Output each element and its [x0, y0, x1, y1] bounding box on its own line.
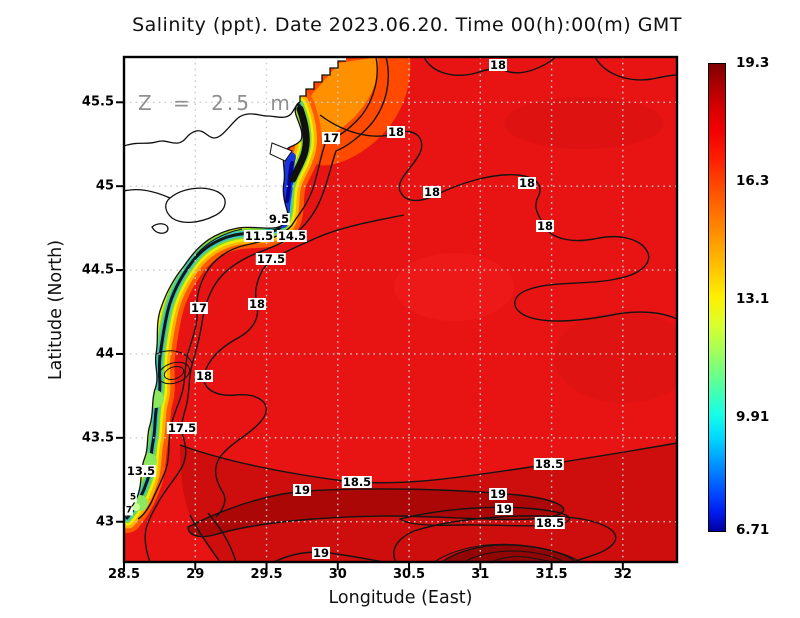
x-tick-label: 28.5	[107, 567, 141, 582]
contour-label: 19	[488, 487, 508, 501]
y-tick-label: 45	[95, 178, 114, 194]
coastline	[123, 60, 346, 519]
x-tick-label: 31.5	[535, 567, 568, 582]
y-axis-title: Latitude (North)	[46, 239, 66, 381]
contour-label: 18	[488, 58, 508, 72]
sea-surface	[124, 57, 677, 562]
contour-label: 19	[292, 483, 312, 497]
y-axis-tick-labels: 43 43.5 44 44.5 45 45.5	[70, 57, 114, 562]
x-axis-title: Longitude (East)	[328, 588, 473, 608]
contour-label: 17.5	[166, 421, 198, 435]
contour-label: 18	[517, 176, 537, 190]
contour-label: 7	[124, 505, 134, 516]
contour-label: 13.5	[125, 464, 157, 478]
contour-label: 11.5	[243, 229, 275, 243]
y-tick-label: 44.5	[81, 262, 114, 278]
coast-notch	[269, 142, 293, 162]
x-tick-label: 31	[471, 567, 490, 582]
contour-label: 18	[535, 219, 555, 233]
contour-label: 9.5	[267, 212, 291, 226]
contour-label: 18.5	[533, 457, 565, 471]
colorbar	[708, 63, 726, 532]
contour-label: 18	[194, 369, 214, 383]
plot-frame	[122, 55, 679, 564]
x-tick-label: 29	[186, 567, 205, 582]
contour-label: 17	[321, 131, 341, 145]
y-tick-label: 43.5	[81, 430, 114, 446]
contour-label: 18	[386, 125, 406, 139]
contour-label: 5	[128, 492, 138, 503]
contour-label-layer: 17 18 18 18 18 18 9.5 11.5 14.5 17.5 17 18 18 17.5 13.…	[124, 57, 677, 562]
x-tick-label: 30	[328, 567, 347, 582]
colorbar-tick-label: 6.71	[736, 522, 770, 538]
contour-label: 18	[422, 185, 442, 199]
x-axis-tick-labels: 28.5 29 29.5 30 30.5 31 31.5 32	[108, 567, 677, 585]
page-title: Salinity (ppt). Date 2023.06.20. Time 00…	[132, 14, 682, 36]
map-area: Z = 2.5 m 17 18 18 18 18 18 9.5 11.5 14.5 17.5 17 1…	[116, 55, 679, 570]
contour-label: 14.5	[276, 229, 308, 243]
colorbar-tick-label: 16.3	[736, 173, 770, 190]
contour-label: 17.5	[255, 252, 287, 266]
x-tick-label: 29.5	[250, 567, 283, 582]
contour-label: 17	[189, 301, 209, 315]
x-tick-label: 32	[613, 567, 632, 582]
contour-label: 19	[494, 502, 514, 516]
colorbar-tick-label: 13.1	[736, 290, 770, 307]
axis-ticks	[116, 101, 624, 570]
y-tick-label: 45.5	[81, 94, 114, 110]
depth-annotation: Z = 2.5 m	[138, 91, 293, 115]
contour-label: 19	[311, 546, 331, 560]
x-tick-label: 30.5	[393, 567, 426, 582]
colorbar-tick-label: 9.91	[736, 408, 770, 425]
salinity-map-canvas	[116, 55, 679, 570]
colorbar-tick-label: 19.3	[736, 55, 770, 71]
y-tick-label: 44	[95, 346, 114, 362]
y-tick-label: 43	[95, 514, 114, 530]
contour-label: 18	[247, 297, 267, 311]
contour-label: 18.5	[341, 475, 373, 489]
contour-label: 18.5	[534, 516, 566, 530]
